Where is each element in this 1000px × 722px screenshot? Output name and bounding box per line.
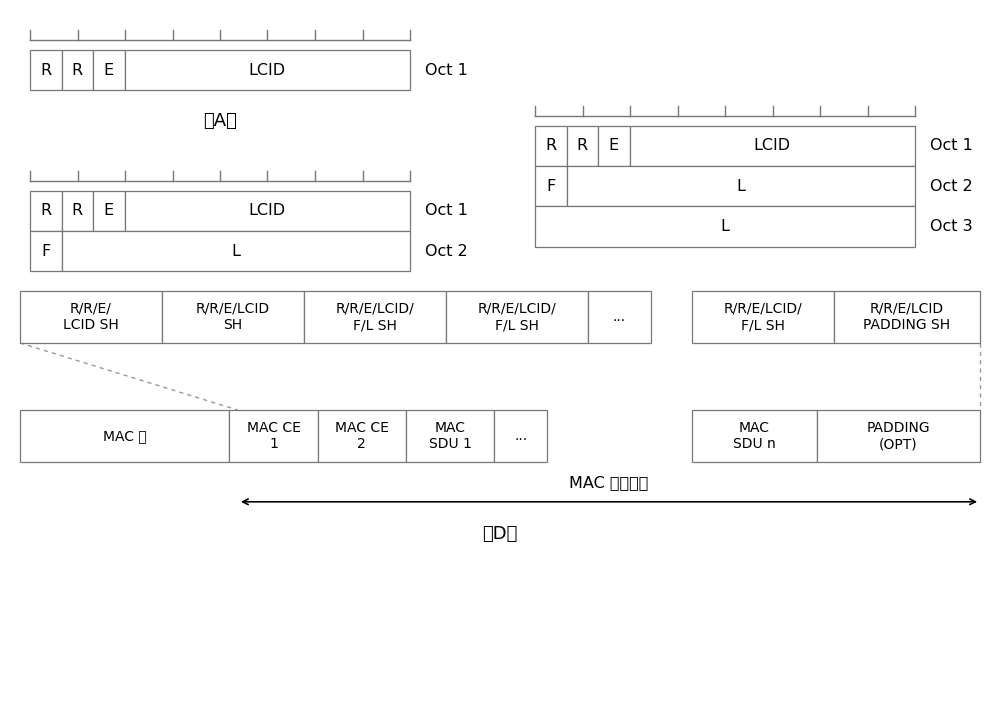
Text: Oct 1: Oct 1 [425,204,468,218]
Bar [30,231,62,271]
Text: MAC 有效载荷: MAC 有效载荷 [569,475,649,490]
Text: MAC
SDU 1: MAC SDU 1 [429,421,472,451]
Bar [692,410,817,462]
Bar [304,291,446,343]
Bar [20,291,162,343]
Text: R/R/E/
LCID SH: R/R/E/ LCID SH [63,302,119,332]
Text: Oct 3: Oct 3 [930,219,973,234]
Text: F: F [546,179,555,193]
Text: R: R [40,63,51,77]
Text: E: E [104,63,114,77]
Bar [567,166,915,206]
Text: （C）: （C） [708,300,742,318]
Bar [406,410,494,462]
Text: （A）: （A） [203,112,237,129]
Bar [30,50,62,90]
Bar [62,231,410,271]
Bar [588,291,651,343]
Bar [20,410,229,462]
Text: ...: ... [514,429,527,443]
Bar [535,206,915,247]
Text: E: E [104,204,114,218]
Text: E: E [609,139,619,153]
Text: R: R [40,204,51,218]
Text: MAC
SDU n: MAC SDU n [733,421,776,451]
Bar [834,291,980,343]
Text: L: L [231,244,240,258]
Text: LCID: LCID [754,139,791,153]
Text: Oct 2: Oct 2 [425,244,468,258]
Bar [630,126,915,166]
Bar [162,291,304,343]
Text: R/R/E/LCID/
F/L SH: R/R/E/LCID/ F/L SH [724,302,802,332]
Bar [446,291,588,343]
Text: LCID: LCID [249,63,286,77]
Text: LCID: LCID [249,204,286,218]
Text: L: L [736,179,745,193]
Bar [535,126,567,166]
Bar [93,50,125,90]
Bar [62,191,93,231]
Bar [494,410,547,462]
Text: PADDING
(OPT): PADDING (OPT) [867,421,930,451]
Bar [535,166,567,206]
Text: MAC CE
1: MAC CE 1 [247,421,300,451]
Text: L: L [721,219,729,234]
Text: F: F [41,244,50,258]
Text: R/R/E/LCID
SH: R/R/E/LCID SH [196,302,270,332]
Text: MAC CE
2: MAC CE 2 [335,421,389,451]
Text: R: R [577,139,588,153]
Text: R: R [72,63,83,77]
Text: R/R/E/LCID/
F/L SH: R/R/E/LCID/ F/L SH [336,302,415,332]
Text: Oct 2: Oct 2 [930,179,973,193]
Text: Oct 1: Oct 1 [930,139,973,153]
Text: MAC 头: MAC 头 [103,429,147,443]
Bar [598,126,630,166]
Text: （D）: （D） [482,526,518,543]
Text: R: R [72,204,83,218]
Bar [229,410,318,462]
Text: R/R/E/LCID/
F/L SH: R/R/E/LCID/ F/L SH [478,302,557,332]
Text: R: R [545,139,556,153]
Bar [125,50,410,90]
Bar [62,50,93,90]
Text: R/R/E/LCID
PADDING SH: R/R/E/LCID PADDING SH [863,302,951,332]
Bar [318,410,406,462]
Bar [93,191,125,231]
Bar [125,191,410,231]
Text: Oct 1: Oct 1 [425,63,468,77]
Bar [692,291,834,343]
Bar [567,126,598,166]
Text: （B）: （B） [203,325,237,342]
Bar [817,410,980,462]
Bar [30,191,62,231]
Text: ...: ... [613,310,626,324]
